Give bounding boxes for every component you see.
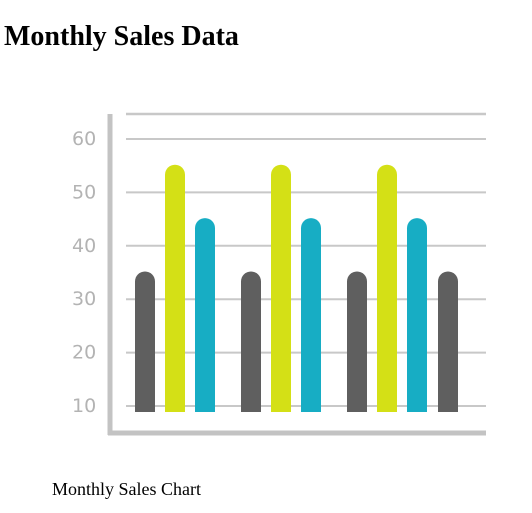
y-tick-label-20: 20 [72, 342, 96, 364]
bar-group-2-bar-2 [271, 164, 291, 412]
bars [135, 164, 458, 412]
bar-group-2-bar-1 [241, 271, 261, 412]
y-tick-label-40: 40 [72, 235, 96, 257]
sales-chart: 10 20 30 40 50 60 [60, 100, 500, 450]
bar-group-1-bar-1 [135, 271, 155, 412]
bar-group-1-bar-3 [195, 218, 215, 412]
bar-group-2-bar-3 [301, 218, 321, 412]
y-tick-label-10: 10 [72, 395, 96, 417]
axes [107, 114, 486, 436]
page-title: Monthly Sales Data [4, 21, 239, 52]
bar-group-3-bar-1 [347, 271, 367, 412]
y-tick-label-30: 30 [72, 288, 96, 310]
y-tick-label-50: 50 [72, 181, 96, 203]
y-axis-tick-labels: 10 20 30 40 50 60 [72, 128, 96, 417]
y-tick-label-60: 60 [72, 128, 96, 150]
bar-group-1-bar-2 [165, 164, 185, 412]
bar-group-4-bar-1 [438, 271, 458, 412]
bar-group-3-bar-2 [377, 164, 397, 412]
bar-group-3-bar-3 [407, 218, 427, 412]
sales-chart-svg: 10 20 30 40 50 60 [72, 112, 486, 436]
chart-caption: Monthly Sales Chart [52, 479, 201, 499]
